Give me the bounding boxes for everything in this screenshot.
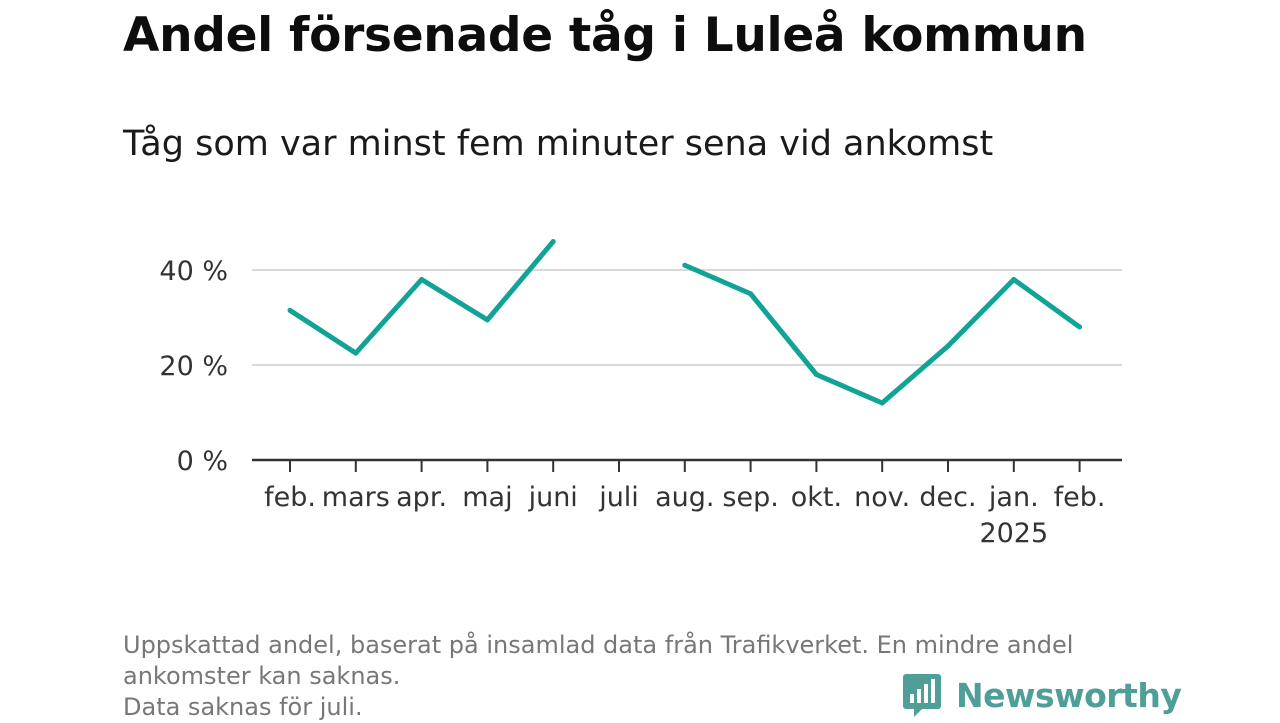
data-point (1077, 324, 1083, 330)
x-tick-label: mars (322, 482, 390, 513)
newsworthy-logo-icon (903, 674, 941, 717)
line-chart: 0 %20 %40 %feb. mars apr. maj juni juli aug. se… (159, 239, 1122, 549)
x-tick-label: feb. (1054, 482, 1106, 513)
x-tick-label: apr. (396, 482, 447, 513)
y-tick-label: 0 % (177, 446, 228, 477)
chart-title: Andel försenade tåg i Luleå kommun (123, 8, 1087, 63)
x-tick-label: sep. (722, 482, 778, 513)
x-tick-label: feb. (264, 482, 316, 513)
data-point (353, 350, 359, 356)
brand-logo: Newsworthy (902, 670, 1182, 720)
data-point (550, 239, 556, 244)
y-tick-label: 20 % (159, 351, 228, 382)
series-line-segment (683, 262, 1082, 406)
x-tick-label: aug. (655, 482, 714, 513)
x-tick-label: dec. (919, 482, 976, 513)
brand-name: Newsworthy (956, 675, 1182, 715)
data-point (287, 307, 293, 313)
footnote-line: Uppskattad andel, baserat på insamlad da… (123, 631, 1074, 659)
data-point (419, 277, 425, 282)
x-year-label: 2025 (979, 518, 1048, 549)
x-tick-label: maj (462, 482, 512, 513)
footnote-line: Data saknas för juli. (123, 693, 363, 721)
y-tick-label: 40 % (159, 256, 228, 287)
series-line-segment (288, 239, 556, 356)
x-tick-label: juni (528, 482, 578, 513)
data-point (748, 291, 754, 297)
data-point (682, 262, 688, 268)
data-point (484, 317, 490, 323)
x-tick-label: juli (598, 482, 639, 513)
data-point (879, 400, 885, 406)
data-point (1011, 277, 1017, 282)
footnote: Uppskattad andel, baserat på insamlad da… (123, 630, 1163, 723)
footnote-line: ankomster kan saknas. (123, 662, 401, 690)
x-tick-label: jan. (988, 482, 1039, 513)
x-tick-label: nov. (854, 482, 910, 513)
chart-subtitle: Tåg som var minst fem minuter sena vid a… (123, 124, 994, 164)
x-tick-label: okt. (791, 482, 842, 513)
data-point (945, 343, 951, 349)
data-point (813, 372, 819, 377)
